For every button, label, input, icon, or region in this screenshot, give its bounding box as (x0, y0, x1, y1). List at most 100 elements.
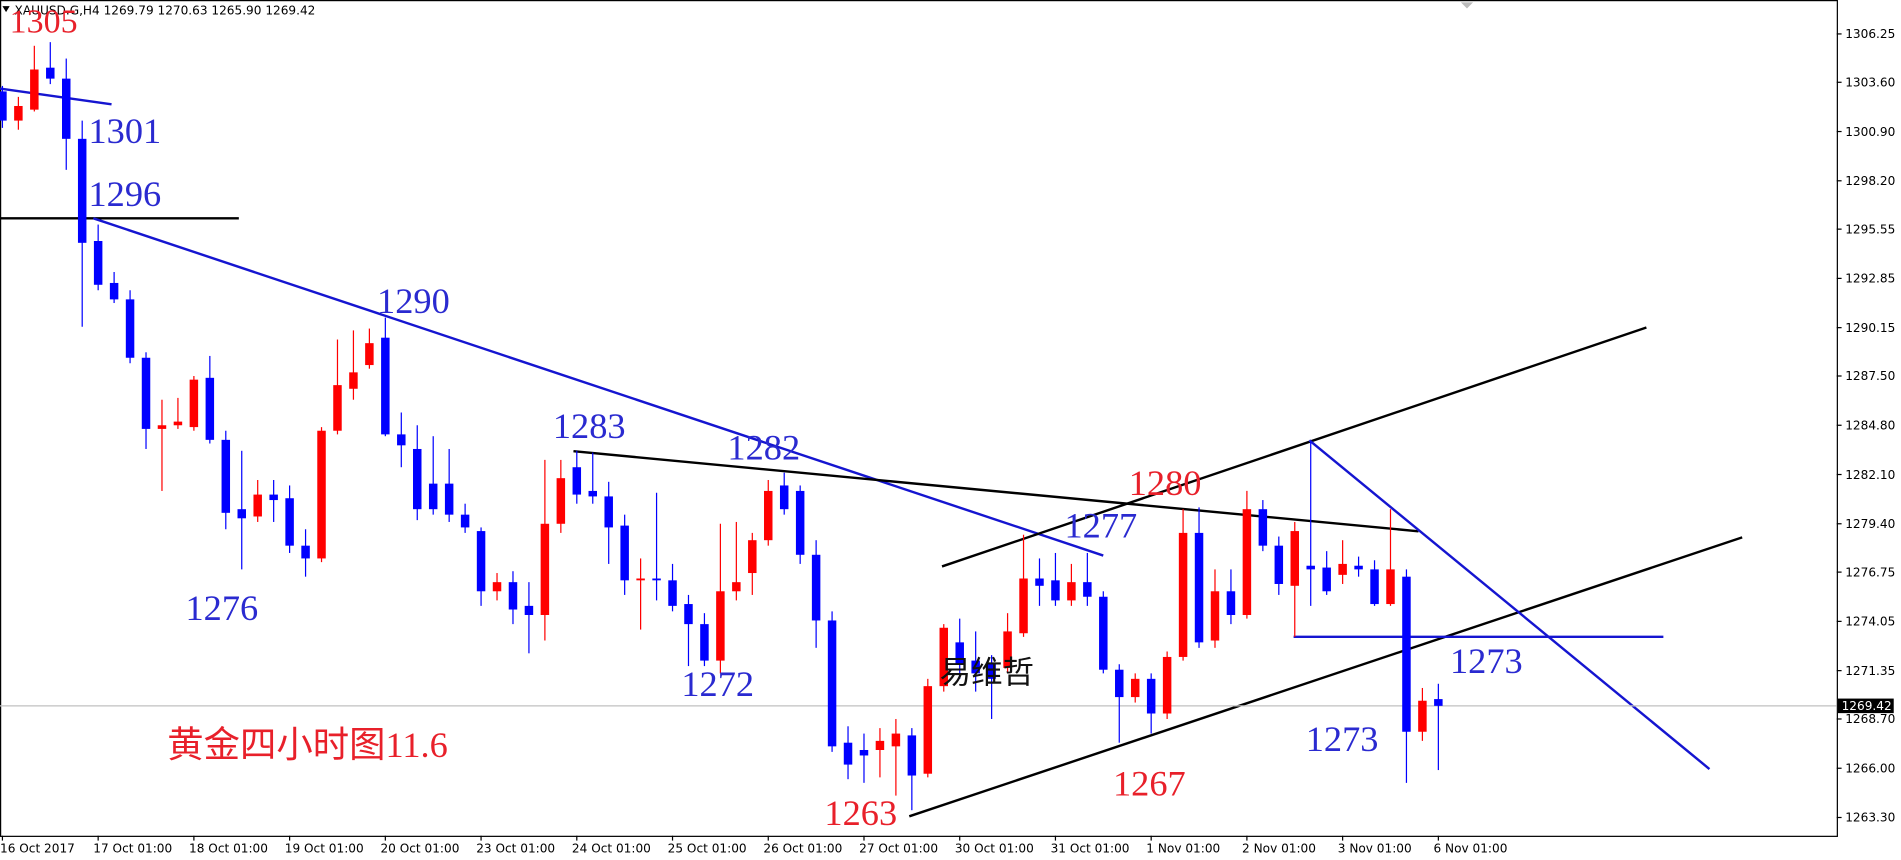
candle-body (1194, 532, 1204, 643)
candle-body (1178, 532, 1188, 657)
candle-body (1274, 545, 1284, 584)
trend-line (908, 536, 1743, 818)
x-tick-label: 27 Oct 01:00 (859, 842, 938, 856)
candle-body (14, 105, 23, 121)
y-tick-label: 1306.25 (1845, 27, 1895, 41)
x-tick-label: 19 Oct 01:00 (285, 842, 364, 856)
y-tick-label: 1284.80 (1845, 419, 1895, 433)
y-tick-label: 1295.55 (1845, 222, 1895, 236)
price-box (1837, 698, 1894, 714)
candle-body (684, 604, 693, 625)
candle-body (700, 624, 709, 661)
candle-body (125, 299, 135, 358)
candle-body (1258, 509, 1268, 546)
candle-body (444, 483, 454, 515)
candle-body (30, 69, 39, 110)
candle-body (1003, 631, 1012, 668)
annotation: 1267 (1113, 764, 1186, 804)
menu-triangle (2, 6, 10, 13)
y-tick-label: 1263.30 (1845, 811, 1895, 825)
candle-body (476, 531, 486, 592)
candle-body (1290, 531, 1300, 586)
candle-body (556, 478, 566, 524)
candle-body (1402, 576, 1411, 732)
candle-body (971, 660, 980, 674)
candle-body (859, 749, 869, 756)
candle-body (1418, 700, 1427, 732)
y-tick-label: 1292.85 (1845, 272, 1895, 286)
trend-lines (0, 87, 1743, 818)
candle-body (540, 523, 550, 615)
candle-body (1051, 580, 1060, 601)
y-tick-label: 1300.90 (1845, 125, 1895, 139)
plot-frame (0, 0, 1838, 837)
candle-body (1146, 678, 1156, 714)
annotation: 1273 (1450, 641, 1523, 681)
annotation: 1280 (1129, 463, 1202, 503)
trend-line (941, 326, 1647, 568)
trend-line (0, 87, 112, 106)
y-tick-label: 1266.00 (1845, 761, 1895, 775)
candle-body (317, 430, 326, 559)
candle-body (1322, 567, 1331, 592)
candle-body (381, 337, 390, 435)
candle-body (1130, 678, 1140, 698)
candle-body (572, 467, 582, 495)
candle-body (269, 494, 278, 501)
candle-body (62, 78, 71, 139)
candle-body (460, 514, 470, 528)
chart-header: XAUUSD.G,H4 1269.79 1270.63 1265.90 1269… (15, 4, 316, 18)
candle-body (716, 591, 725, 661)
candle-body (205, 377, 215, 440)
candle-body (365, 343, 374, 366)
trend-line (92, 217, 1104, 557)
candle-body (413, 448, 422, 510)
x-tick-label: 24 Oct 01:00 (572, 842, 651, 856)
candle-body (923, 686, 933, 774)
candle-body (1386, 569, 1395, 605)
candle-body (173, 421, 183, 426)
annotation: 1282 (727, 428, 800, 468)
price-label: 1269.42 (1842, 699, 1892, 713)
candle-body (620, 525, 629, 581)
candle-body (955, 642, 964, 665)
candle-body (604, 496, 613, 528)
candle-body (237, 509, 246, 519)
y-tick-label: 1290.15 (1845, 321, 1895, 335)
candle-body (779, 485, 789, 510)
scroll-marker (1460, 2, 1474, 9)
candle-body (588, 490, 597, 497)
candle-body (939, 627, 949, 687)
candle-body (1115, 669, 1124, 698)
x-tick-label: 17 Oct 01:00 (93, 842, 172, 856)
candle-body (1162, 656, 1172, 714)
x-tick-label: 16 Oct 2017 (0, 842, 75, 856)
annotation: 1296 (89, 174, 162, 214)
candle-body (0, 91, 7, 121)
x-tick-label: 26 Oct 01:00 (763, 842, 842, 856)
candle-body (1338, 563, 1347, 575)
candle-body (141, 357, 151, 429)
y-tick-label: 1274.05 (1845, 615, 1895, 629)
candle-body (253, 494, 262, 517)
candle-body (987, 664, 996, 679)
x-tick-label: 3 Nov 01:00 (1338, 842, 1412, 856)
candle-body (333, 385, 342, 431)
candle-body (1354, 565, 1363, 570)
candle-body (397, 434, 406, 446)
annotation: 1290 (377, 281, 450, 321)
candle-body (732, 582, 741, 592)
annotation: 1276 (185, 588, 258, 628)
candle-body (1434, 699, 1443, 706)
y-tick-label: 1268.70 (1845, 712, 1895, 726)
candle-body (875, 740, 885, 750)
y-tick-label: 1282.10 (1845, 468, 1895, 482)
candle-body (508, 582, 518, 610)
candle-body (748, 540, 757, 574)
candle-body (221, 439, 231, 513)
x-tick-label: 2 Nov 01:00 (1242, 842, 1316, 856)
candle-body (1067, 582, 1076, 601)
candle-body (795, 490, 805, 555)
annotation: 1305 (10, 4, 78, 41)
x-tick-label: 1 Nov 01:00 (1146, 842, 1220, 856)
